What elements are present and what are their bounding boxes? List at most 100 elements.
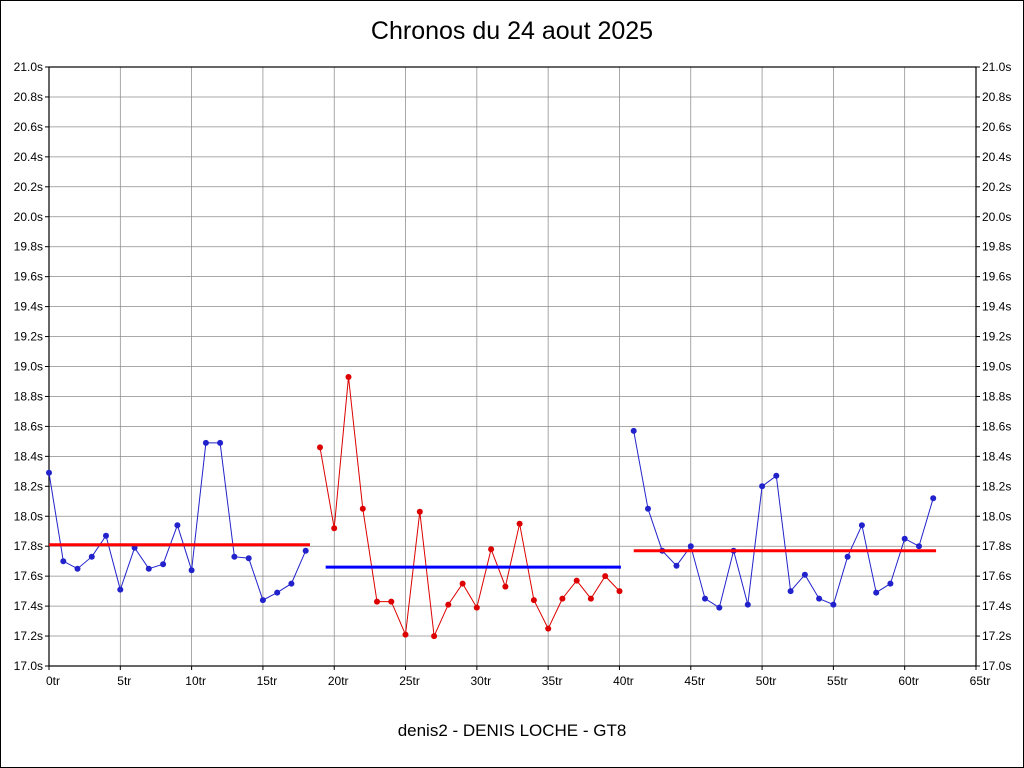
chart-title: Chronos du 24 aout 2025	[370, 17, 654, 45]
data-point-stint-3	[759, 483, 766, 490]
x-axis-label: 20tr	[328, 674, 349, 688]
y-axis-label-right: 17.4s	[982, 599, 1011, 613]
y-axis-label-left: 18.0s	[14, 509, 43, 523]
data-point-stint-2	[488, 546, 495, 553]
y-axis-label-right: 18.2s	[982, 479, 1011, 493]
data-point-stint-2	[331, 525, 338, 532]
y-axis-label-left: 20.0s	[14, 210, 43, 224]
data-point-stint-3	[916, 543, 922, 550]
data-point-stint-3	[645, 505, 651, 512]
y-axis-label-left: 20.2s	[14, 180, 43, 194]
data-point-stint-2	[473, 604, 480, 611]
y-axis-label-right: 21.0s	[982, 60, 1011, 74]
data-point-stint-3	[773, 472, 780, 479]
x-axis-label: 40tr	[613, 674, 634, 688]
x-axis-label: 25tr	[399, 674, 420, 688]
y-axis-label-right: 20.6s	[982, 120, 1011, 134]
y-axis-label-right: 20.2s	[982, 180, 1011, 194]
data-point-stint-2	[317, 444, 323, 451]
data-point-stint-3	[830, 601, 837, 608]
chart-footer-driver-label: denis2 - DENIS LOCHE - GT8	[397, 721, 627, 740]
data-point-stint-3	[787, 588, 794, 595]
y-axis-label-left: 19.8s	[14, 240, 43, 254]
data-point-stint-2	[459, 580, 466, 587]
data-point-stint-2	[345, 374, 352, 380]
data-point-stint-3	[673, 562, 680, 569]
y-axis-label-right: 17.2s	[982, 629, 1011, 643]
data-point-stint-1	[188, 567, 195, 574]
y-axis-label-right: 20.0s	[982, 210, 1011, 224]
data-point-stint-3	[630, 427, 637, 434]
data-point-stint-2	[530, 597, 537, 604]
y-axis-label-right: 19.2s	[982, 330, 1011, 344]
y-axis-label-right: 19.6s	[982, 270, 1011, 284]
data-point-stint-3	[844, 553, 851, 560]
data-point-stint-2	[573, 577, 580, 584]
y-axis-label-right: 17.8s	[982, 539, 1011, 553]
data-point-stint-1	[117, 586, 124, 593]
data-point-stint-2	[502, 583, 509, 590]
data-point-stint-2	[516, 520, 523, 527]
data-point-stint-3	[716, 604, 723, 611]
data-point-stint-1	[160, 561, 167, 568]
data-point-stint-3	[702, 595, 708, 602]
y-axis-label-left: 19.4s	[14, 300, 43, 314]
y-axis-label-left: 20.8s	[14, 90, 43, 104]
data-point-stint-3	[858, 522, 865, 529]
data-point-stint-1	[145, 565, 152, 572]
x-axis-label: 35tr	[542, 674, 563, 688]
y-axis-label-right: 17.6s	[982, 569, 1011, 583]
y-axis-label-left: 19.6s	[14, 270, 43, 284]
x-axis-label: 5tr	[117, 674, 131, 688]
data-point-stint-3	[873, 589, 880, 596]
data-point-stint-3	[901, 535, 908, 542]
x-axis-label: 0tr	[46, 674, 60, 688]
y-axis-label-left: 18.4s	[14, 449, 43, 463]
y-axis-label-right: 20.4s	[982, 150, 1011, 164]
data-point-stint-2	[616, 588, 623, 595]
data-point-stint-2	[431, 633, 438, 640]
data-point-stint-2	[402, 631, 409, 638]
y-axis-label-right: 19.0s	[982, 360, 1011, 374]
y-axis-label-left: 20.4s	[14, 150, 43, 164]
y-axis-label-left: 17.8s	[14, 539, 43, 553]
x-axis-label: 30tr	[471, 674, 492, 688]
data-point-stint-2	[559, 595, 566, 602]
data-point-stint-1	[88, 553, 95, 560]
data-point-stint-2	[545, 625, 552, 632]
series-line-stint-3	[633, 430, 934, 609]
data-point-stint-1	[60, 558, 67, 565]
data-point-stint-2	[445, 601, 452, 608]
x-axis-label: 50tr	[756, 674, 777, 688]
data-point-stint-1	[245, 555, 252, 562]
y-axis-label-left: 17.0s	[14, 659, 43, 673]
y-axis-label-right: 19.8s	[982, 240, 1011, 254]
data-point-stint-2	[388, 598, 395, 605]
y-axis-label-right: 18.0s	[982, 509, 1011, 523]
x-axis-label: 65tr	[970, 674, 991, 688]
y-axis-label-right: 18.8s	[982, 389, 1011, 403]
data-point-stint-1	[174, 522, 181, 529]
y-axis-label-left: 17.4s	[14, 599, 43, 613]
data-point-stint-1	[46, 469, 52, 476]
y-axis-label-left: 20.6s	[14, 120, 43, 134]
y-axis-label-left: 18.8s	[14, 389, 43, 403]
data-point-stint-2	[374, 598, 380, 605]
data-point-stint-1	[74, 565, 81, 572]
data-point-stint-2	[359, 505, 366, 512]
data-point-stint-3	[887, 580, 894, 587]
x-axis-label: 55tr	[827, 674, 848, 688]
data-point-stint-1	[103, 532, 109, 539]
y-axis-label-left: 21.0s	[14, 60, 43, 74]
data-point-stint-1	[231, 553, 238, 560]
data-point-stint-1	[202, 439, 209, 446]
y-axis-label-left: 19.0s	[14, 360, 43, 374]
data-point-stint-1	[274, 589, 281, 596]
data-point-stint-3	[801, 571, 808, 578]
x-axis-label: 15tr	[257, 674, 278, 688]
data-point-stint-1	[302, 547, 309, 554]
data-point-stint-3	[930, 495, 937, 502]
data-point-stint-2	[416, 508, 423, 515]
data-point-stint-3	[744, 601, 751, 608]
